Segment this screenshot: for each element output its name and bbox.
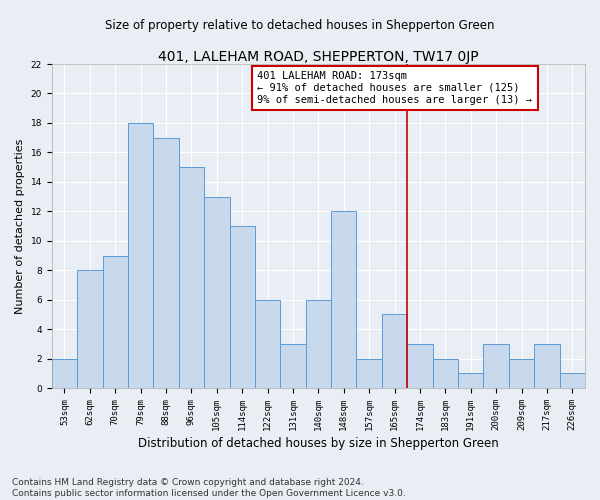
Bar bbox=[407, 344, 433, 388]
Bar bbox=[179, 167, 204, 388]
Bar bbox=[230, 226, 255, 388]
Bar bbox=[356, 358, 382, 388]
Bar bbox=[509, 358, 534, 388]
Bar bbox=[77, 270, 103, 388]
Bar bbox=[204, 196, 230, 388]
Text: Contains HM Land Registry data © Crown copyright and database right 2024.
Contai: Contains HM Land Registry data © Crown c… bbox=[12, 478, 406, 498]
Bar bbox=[52, 358, 77, 388]
Bar bbox=[280, 344, 305, 388]
Bar bbox=[305, 300, 331, 388]
Bar bbox=[560, 374, 585, 388]
Bar bbox=[103, 256, 128, 388]
Bar bbox=[484, 344, 509, 388]
Title: 401, LALEHAM ROAD, SHEPPERTON, TW17 0JP: 401, LALEHAM ROAD, SHEPPERTON, TW17 0JP bbox=[158, 50, 479, 64]
Bar bbox=[154, 138, 179, 388]
Bar bbox=[255, 300, 280, 388]
Y-axis label: Number of detached properties: Number of detached properties bbox=[15, 138, 25, 314]
Bar bbox=[128, 123, 154, 388]
Bar bbox=[382, 314, 407, 388]
Text: 401 LALEHAM ROAD: 173sqm
← 91% of detached houses are smaller (125)
9% of semi-d: 401 LALEHAM ROAD: 173sqm ← 91% of detach… bbox=[257, 72, 532, 104]
X-axis label: Distribution of detached houses by size in Shepperton Green: Distribution of detached houses by size … bbox=[138, 437, 499, 450]
Bar bbox=[534, 344, 560, 388]
Bar bbox=[458, 374, 484, 388]
Bar bbox=[433, 358, 458, 388]
Text: Size of property relative to detached houses in Shepperton Green: Size of property relative to detached ho… bbox=[105, 20, 495, 32]
Bar bbox=[331, 212, 356, 388]
